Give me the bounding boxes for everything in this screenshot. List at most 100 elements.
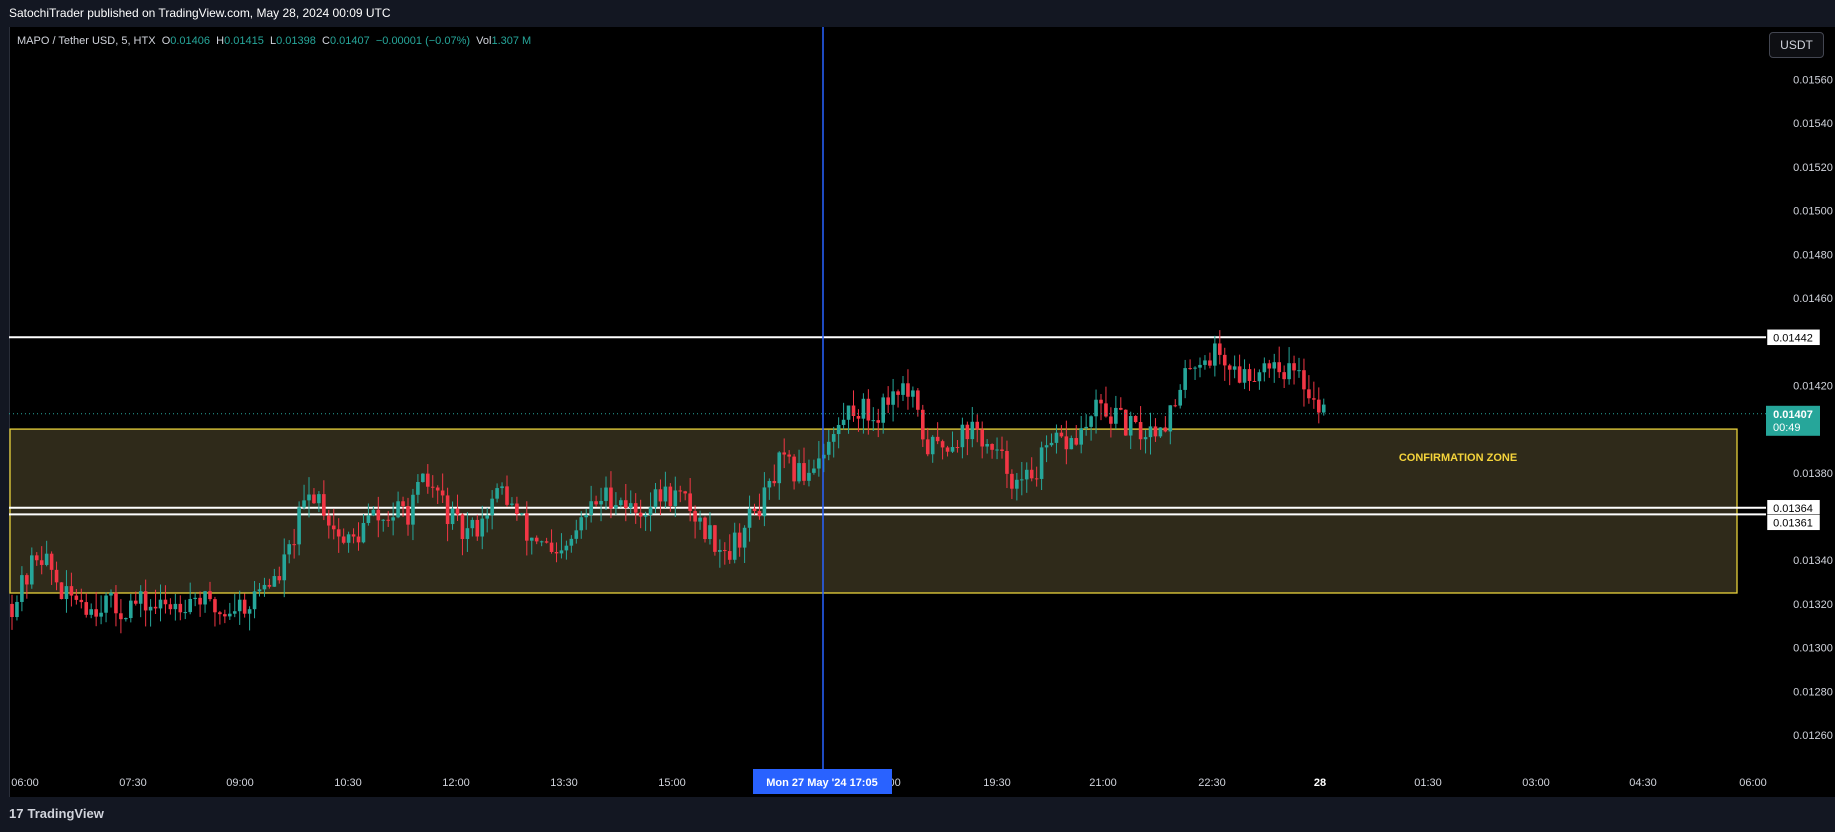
candle-body (1178, 389, 1182, 406)
candle-body (930, 436, 935, 455)
candle-body (39, 560, 44, 565)
candle (69, 572, 74, 607)
level-price-tag (1766, 514, 1821, 531)
candle (529, 537, 534, 555)
candle (1232, 355, 1237, 379)
candle (960, 417, 965, 459)
candle-body (426, 473, 430, 487)
candle-body (935, 436, 940, 442)
candle (1054, 424, 1059, 454)
candle-body (668, 486, 673, 507)
legend-symbol[interactable]: MAPO / Tether USD, 5, HTX (17, 35, 156, 47)
candle-body (658, 489, 663, 502)
candle (935, 422, 940, 445)
candle (792, 454, 796, 490)
candle (138, 585, 143, 618)
candle (594, 495, 598, 507)
candle (163, 585, 168, 614)
candle-body (223, 614, 227, 617)
x-axis-tick: 03:00 (1522, 777, 1550, 789)
candle (1039, 441, 1044, 491)
candle-body (1242, 369, 1247, 383)
candle (79, 588, 84, 609)
candle (84, 592, 89, 618)
candle-body (1039, 447, 1044, 479)
candle-body (124, 618, 128, 620)
candle (1074, 425, 1079, 446)
candle (589, 485, 593, 523)
candle (188, 582, 192, 615)
candle (1227, 363, 1232, 386)
candle (1024, 462, 1029, 493)
candle-body (1267, 363, 1272, 369)
candle (292, 528, 296, 559)
y-axis-tick: 0.01340 (1793, 555, 1833, 567)
candle (866, 389, 871, 435)
candle-body (713, 525, 717, 552)
candle (633, 493, 638, 524)
candle-body (1015, 479, 1019, 489)
candle-body (584, 514, 588, 518)
candle-body (574, 530, 579, 539)
candle (648, 492, 653, 532)
candle (74, 589, 79, 605)
candle-body (1227, 365, 1232, 370)
candle-body (272, 576, 277, 587)
candle-body (1163, 427, 1168, 432)
candle-body (594, 501, 598, 505)
legend-low: 0.01398 (276, 35, 316, 47)
candle-body (846, 405, 851, 420)
candle-body (777, 452, 782, 484)
candle-body (228, 613, 232, 617)
candle (515, 496, 519, 521)
candle (703, 516, 707, 543)
candle-body (1059, 432, 1064, 437)
candle (925, 427, 930, 457)
candle-body (772, 481, 777, 484)
candle-body (94, 609, 98, 617)
candle-body (737, 532, 742, 548)
x-axis-tick: 22:30 (1198, 777, 1226, 789)
candle (237, 590, 242, 625)
candle (1010, 469, 1014, 500)
candle (262, 577, 267, 597)
candle (208, 581, 212, 602)
candle-body (1079, 428, 1083, 445)
candle (688, 478, 692, 522)
candle (817, 440, 821, 477)
candle-body (638, 512, 643, 517)
candle-body (1247, 369, 1252, 381)
candle-body (247, 609, 252, 614)
candle-body (1153, 426, 1158, 437)
candle (752, 503, 757, 515)
candle (673, 476, 678, 517)
candle-body (1321, 404, 1326, 413)
candle-body (752, 508, 757, 511)
candle (906, 369, 910, 410)
candle-body (376, 509, 381, 521)
y-axis-tick: 0.01280 (1793, 686, 1833, 698)
candle (455, 494, 460, 522)
candle (64, 570, 69, 613)
candle (1123, 409, 1128, 436)
candle-body (1213, 343, 1217, 366)
candle (614, 492, 618, 515)
candle (1094, 389, 1098, 434)
candle-body (554, 551, 559, 554)
candle (228, 602, 232, 620)
candle-body (54, 569, 59, 583)
currency-button[interactable]: USDT (1769, 32, 1824, 58)
candle-body (950, 447, 955, 452)
candle (896, 389, 900, 408)
candle-body (366, 515, 371, 523)
candle-body (1158, 427, 1163, 437)
candle-body (985, 444, 989, 447)
candle-body (1049, 442, 1054, 446)
y-axis-tick: 0.01480 (1793, 249, 1833, 261)
candle-body (475, 519, 480, 537)
candle-body (84, 602, 89, 615)
candle-body (129, 600, 133, 619)
tradingview-brand[interactable]: 17 TradingView (9, 806, 104, 821)
candle-body (698, 517, 702, 522)
